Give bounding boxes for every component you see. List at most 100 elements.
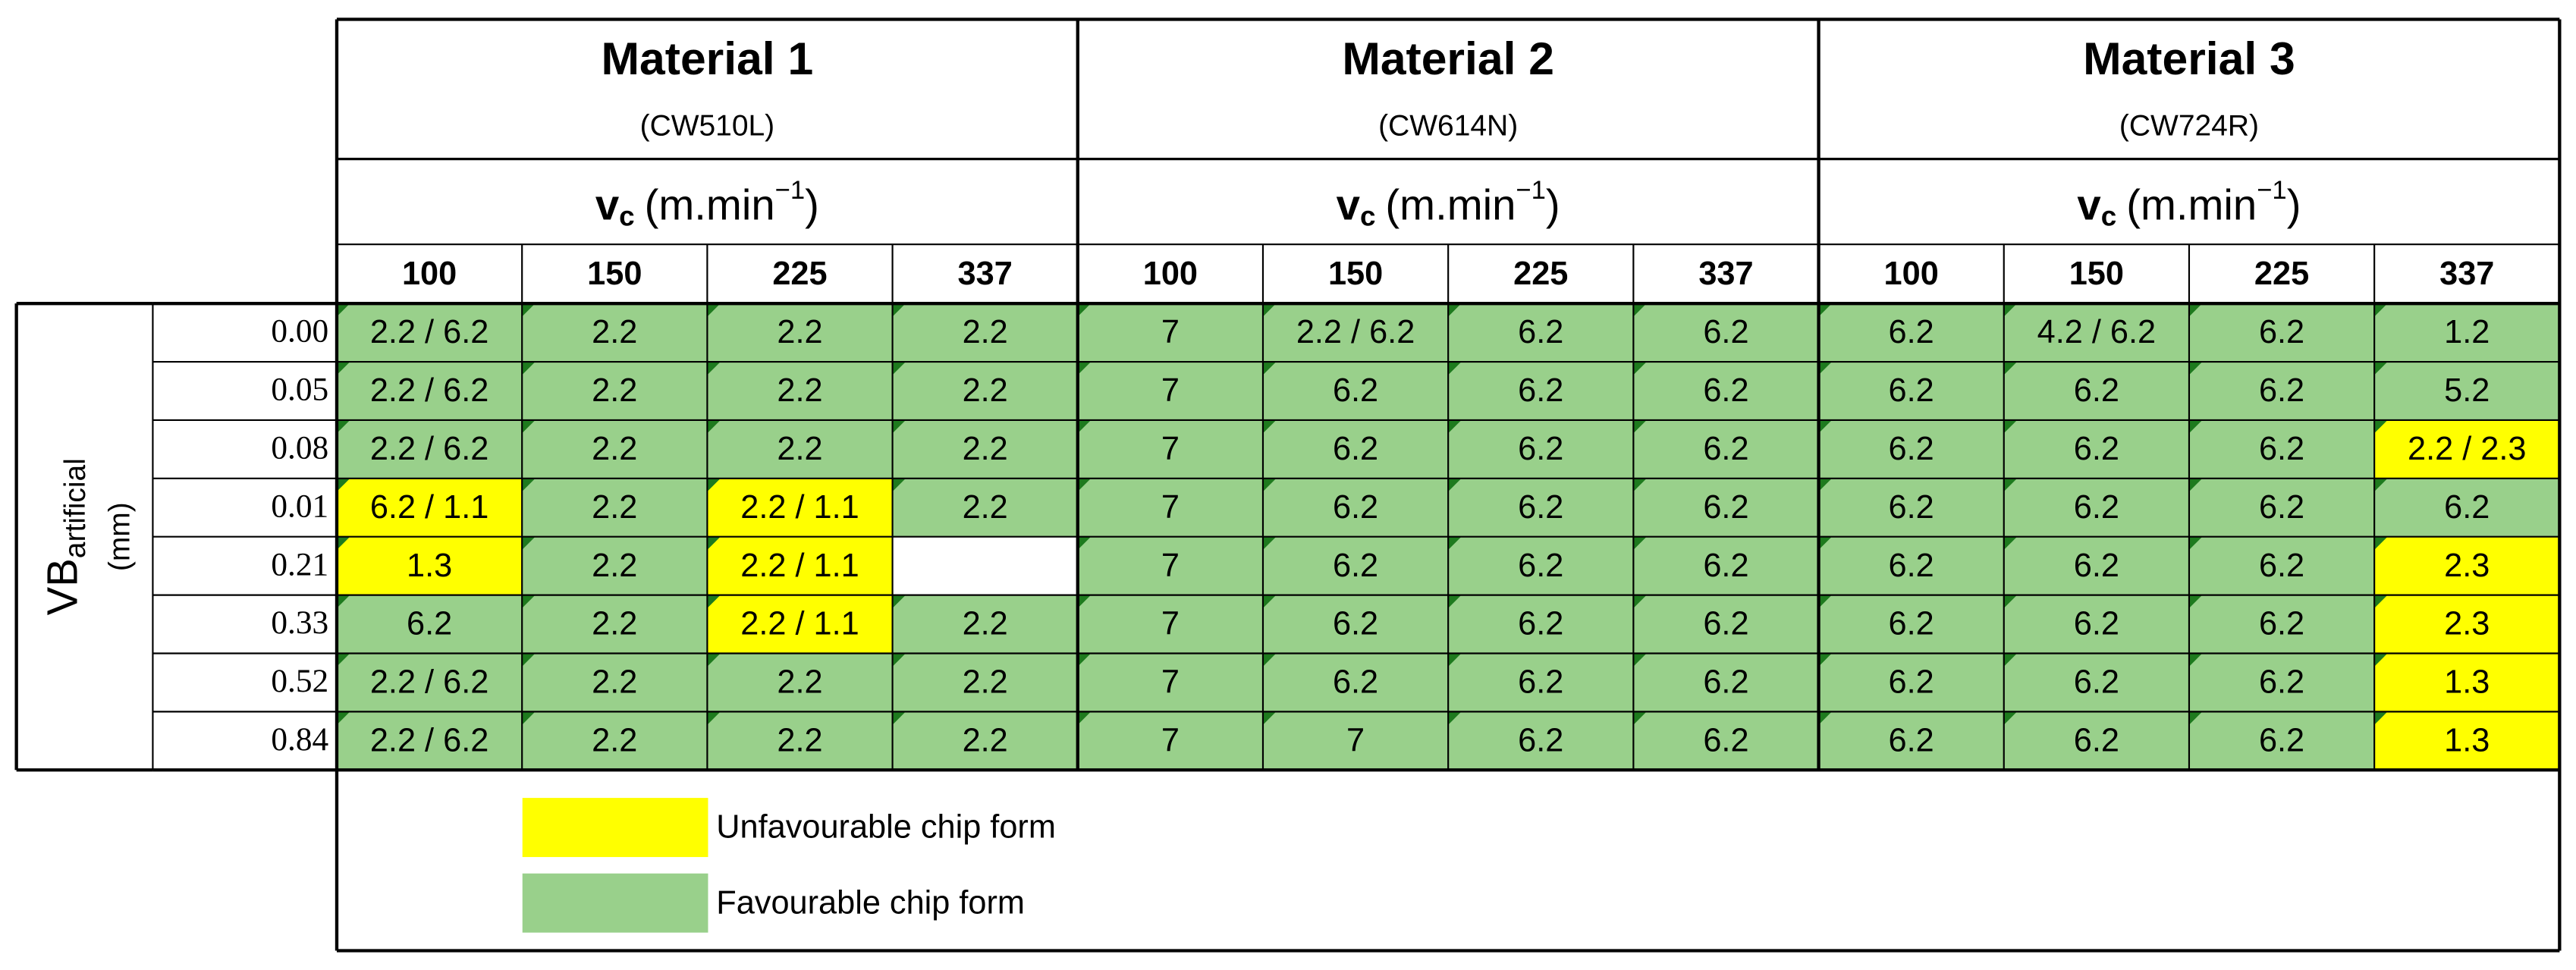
cell-value: 2.2 <box>963 489 1008 526</box>
cell-value: 4.2 / 6.2 <box>2037 314 2156 350</box>
cell-corner <box>336 595 350 608</box>
cell-value: 2.2 <box>592 372 637 409</box>
cell-corner <box>892 595 906 608</box>
speed-close: ) <box>805 181 819 228</box>
row-label-symbol: VB <box>39 558 86 615</box>
cell-corner <box>522 362 536 375</box>
cell-value: 6.2 <box>1703 606 1748 642</box>
cell-bg <box>2374 419 2560 479</box>
cell-bg <box>2374 536 2560 595</box>
cell-bg <box>1818 536 2004 595</box>
cell-value: 6.2 <box>1703 314 1748 350</box>
cell-value: 6.2 <box>1889 431 1934 467</box>
cell-corner <box>1262 536 1277 551</box>
speed-superscript: −1 <box>2257 176 2287 205</box>
cell-value: 2.2 <box>592 722 637 758</box>
cell-value: 6.2 <box>1889 664 1934 701</box>
cell-bg <box>336 419 523 479</box>
cell-bg <box>2188 536 2375 595</box>
cell-value: 2.2 / 1.1 <box>740 489 859 526</box>
cell-value: 7 <box>1161 722 1180 758</box>
cell-corner <box>522 595 536 608</box>
cell-bg <box>707 653 893 712</box>
cell-corner <box>1262 303 1277 317</box>
cell-bg <box>522 478 708 537</box>
cell-bg <box>336 653 523 712</box>
cell-corner <box>707 653 721 667</box>
speed-value: 225 <box>2254 256 2309 292</box>
speed-superscript: −1 <box>1516 176 1546 205</box>
cell-value: 2.2 <box>963 722 1008 758</box>
cell-value: 6.2 <box>1333 664 1378 701</box>
cell-bg <box>892 478 1078 537</box>
cell-bg <box>1448 478 1634 537</box>
cell-value: 6.2 <box>2074 548 2119 584</box>
cell-bg <box>707 303 893 363</box>
cell-corner <box>336 362 350 375</box>
speed-close: ) <box>2287 181 2301 228</box>
cell-value: 2.2 <box>963 664 1008 701</box>
cell-value: 2.2 <box>592 314 637 350</box>
row-label: VBartificial (mm) <box>39 458 137 615</box>
cell-corner <box>892 303 906 317</box>
cell-value: 6.2 <box>2074 664 2119 701</box>
cell-value: 6.2 <box>2074 431 2119 467</box>
cell-value: 7 <box>1161 314 1180 350</box>
speed-value: 225 <box>772 256 827 292</box>
cell-bg <box>1077 478 1263 537</box>
cell-bg <box>1818 478 2004 537</box>
cell-value: 6.2 <box>2259 431 2304 467</box>
cell-corner <box>1262 595 1277 608</box>
cell-corner <box>892 478 906 492</box>
vb-value: 0.08 <box>271 429 328 466</box>
cell-corner <box>1077 362 1092 375</box>
cell-bg <box>892 536 1078 595</box>
cell-value: 2.2 / 2.3 <box>2408 431 2526 467</box>
cell-corner <box>1448 595 1462 608</box>
cell-value: 6.2 <box>1889 548 1934 584</box>
cell-corner <box>1077 303 1092 317</box>
cell-bg <box>1818 711 2004 771</box>
cell-bg <box>1077 362 1263 420</box>
speed-subscript: c <box>2101 200 2116 231</box>
cell-bg <box>2188 595 2375 654</box>
row-label-subscript: artificial <box>59 458 92 558</box>
cell-value: 2.2 <box>963 314 1008 350</box>
speed-symbol: v <box>1337 181 1361 228</box>
cell-value: 7 <box>1161 548 1180 584</box>
cell-bg <box>2003 653 2189 712</box>
cell-bg <box>707 536 893 595</box>
speed-unit: (m.min <box>1385 181 1516 228</box>
vb-value: 0.01 <box>271 488 328 524</box>
cell-value: 2.3 <box>2444 548 2490 584</box>
cell-bg <box>1633 711 1819 771</box>
cell-bg <box>1262 362 1449 420</box>
cell-bg <box>1077 711 1263 771</box>
cell-corner <box>522 478 536 492</box>
cell-bg <box>522 711 708 771</box>
speed-unit: (m.min <box>2126 181 2257 228</box>
legend-label: Favourable chip form <box>716 884 1025 921</box>
cell-value: 6.2 <box>1703 722 1748 758</box>
cell-bg <box>2003 303 2189 363</box>
speed-label: vc (m.min−1) <box>2077 176 2301 231</box>
cell-corner <box>1262 653 1277 667</box>
material-name: Material 1 <box>602 33 814 84</box>
cell-value: 2.2 <box>592 431 637 467</box>
cell-bg <box>1633 478 1819 537</box>
cell-bg <box>336 478 523 537</box>
cell-corner <box>522 653 536 667</box>
cell-bg <box>1818 595 2004 654</box>
cell-bg <box>2003 362 2189 420</box>
speed-subscript: c <box>1360 200 1375 231</box>
cell-value: 6.2 <box>1333 489 1378 526</box>
cell-corner <box>336 478 350 492</box>
cell-bg <box>707 711 893 771</box>
cell-corner <box>336 303 350 317</box>
cell-value: 7 <box>1161 606 1180 642</box>
cell-value: 2.2 <box>777 722 822 758</box>
cell-corner <box>1077 595 1092 608</box>
cell-bg <box>2188 653 2375 712</box>
cell-bg <box>1448 362 1634 420</box>
cell-bg <box>1818 362 2004 420</box>
